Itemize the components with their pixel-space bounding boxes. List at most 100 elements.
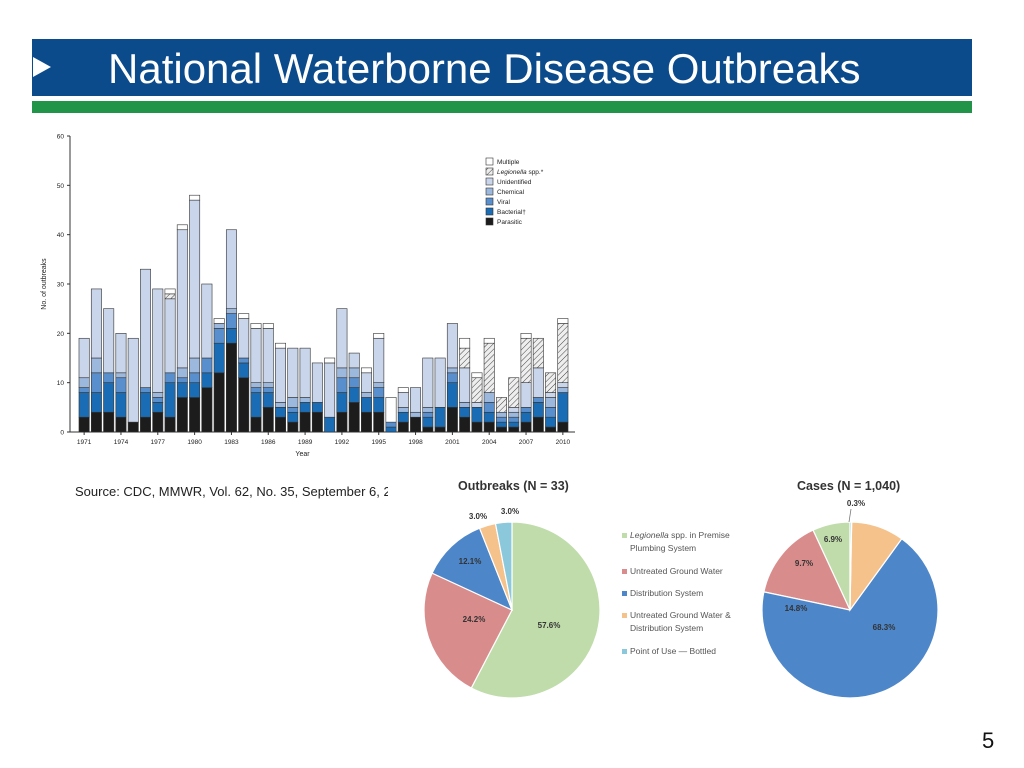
bar-segment-bacterial [545, 416, 557, 428]
x-tick-label: 1995 [372, 439, 387, 446]
cases-pie-value-label: 6.9% [824, 535, 842, 544]
bar-segment-parasitic [348, 402, 360, 433]
bar-segment-viral [422, 411, 434, 418]
bar-segment-parasitic [446, 407, 458, 433]
cases-pie-slice [849, 521, 853, 611]
pie-legend-swatch [622, 533, 627, 538]
bar-segment-bacterial [140, 392, 151, 418]
bar-segment-viral [545, 407, 557, 418]
bar-segment-chemical [90, 357, 102, 374]
legend-swatch [485, 167, 494, 176]
outbreaks-pie-slice [470, 521, 601, 699]
bar-segment-unidentified [520, 382, 532, 408]
bar-segment-multiple [385, 397, 397, 423]
bar-segment-parasitic [459, 416, 471, 433]
bar-segment-unidentified [225, 229, 237, 309]
cases-pie-value-label: 68.3% [873, 623, 896, 632]
bar-segment-bacterial [520, 411, 532, 423]
bar-segment-bacterial [483, 411, 495, 423]
bar-segment-legionella-spp [508, 377, 520, 408]
bar-segment-bacterial [336, 392, 348, 413]
bar-segment-chemical [213, 323, 225, 329]
cases-pie-slice [763, 529, 852, 611]
outbreaks-pie-value-label: 3.0% [469, 512, 487, 521]
bar-segment-viral [508, 416, 520, 423]
bar-segment-parasitic [397, 421, 409, 433]
bar-segment-bacterial [164, 382, 176, 418]
bar-segment-chemical [410, 411, 422, 418]
bar-segment-chemical [287, 397, 299, 408]
bar-segment-parasitic [361, 411, 372, 433]
bar-segment-viral [152, 397, 164, 403]
bar-segment-parasitic [78, 416, 90, 433]
bar-segment-parasitic [311, 411, 323, 433]
bar-segment-bacterial [225, 328, 237, 344]
bar-segment-unidentified [152, 288, 164, 393]
bar-segment-bacterial [348, 387, 360, 403]
bar-segment-unidentified [361, 372, 372, 393]
bar-segment-chemical [508, 411, 520, 418]
legend-label: Unidentified [497, 179, 532, 186]
bar-segment-bacterial [213, 342, 225, 374]
legend-label: Legionella spp.* [497, 169, 544, 176]
bar-segment-multiple [176, 224, 188, 231]
bar-segment-bacterial [373, 397, 385, 413]
bar-segment-parasitic [250, 416, 262, 433]
bar-segment-parasitic [176, 397, 188, 433]
y-tick-label: 20 [57, 331, 65, 338]
bar-segment-parasitic [103, 411, 115, 433]
bar-segment-chemical [176, 367, 188, 379]
source-pie-charts: Outbreaks (N = 33) 57.6% 24.2% 12.1% 3.0% 3.0… [423, 479, 939, 699]
pie-legend-label-line2: Distribution System [630, 623, 703, 633]
bar-segment-parasitic [238, 377, 250, 433]
bar-segment-unidentified [373, 337, 385, 383]
bar-segment-chemical [459, 402, 471, 408]
pie-legend-label: Point of Use — Bottled [630, 646, 716, 656]
cases-leader-line [848, 508, 852, 523]
bar-segment-parasitic [275, 416, 286, 433]
bar-segment-multiple [483, 337, 495, 344]
x-tick-label: 1980 [187, 439, 202, 446]
bar-segment-legionella-spp [545, 372, 557, 393]
bar-segment-parasitic [508, 426, 520, 433]
legend-swatch [485, 217, 494, 226]
bar-segment-bacterial [434, 407, 446, 428]
bar-segment-viral [287, 407, 299, 413]
bar-segment-bacterial [471, 407, 483, 423]
x-tick-label: 1989 [298, 439, 313, 446]
x-tick-label: 2007 [519, 439, 534, 446]
bar-segment-unidentified [471, 402, 483, 408]
bar-segment-viral [385, 421, 397, 428]
outbreaks-pie-value-label: 3.0% [501, 507, 519, 516]
bar-segment-chemical [115, 372, 127, 379]
title-rule [32, 101, 972, 113]
bar-segment-legionella-spp [483, 342, 495, 393]
bar-segment-unidentified [140, 268, 151, 388]
y-tick-label: 0 [60, 430, 64, 437]
outbreaks-pie-slice [431, 527, 514, 612]
bar-segment-multiple [361, 367, 372, 374]
legend-label: Chemical [497, 189, 525, 196]
page-number: 5 [982, 728, 995, 753]
bar-segment-parasitic [434, 426, 446, 433]
pie-legend-label: Untreated Ground Water [630, 566, 723, 576]
bar-segment-bacterial [532, 402, 544, 418]
y-tick-label: 40 [57, 232, 65, 239]
bar-segment-viral [446, 372, 458, 383]
bar-segment-chemical [483, 392, 495, 403]
bar-segment-multiple [238, 313, 250, 319]
bar-segment-bacterial [361, 397, 372, 413]
bar-segment-unidentified [127, 337, 139, 423]
bar-segment-parasitic [90, 411, 102, 433]
bar-segment-bacterial [299, 402, 311, 413]
bar-segment-unidentified [275, 347, 286, 403]
bar-segment-bacterial [275, 407, 286, 418]
pie-legend-label-line2: Plumbing System [630, 543, 696, 553]
bar-segment-chemical [545, 397, 557, 408]
bar-segment-legionella-spp [459, 347, 471, 369]
bar-segment-bacterial [397, 411, 409, 423]
bar-segment-unidentified [78, 337, 90, 379]
bar-segment-parasitic [299, 411, 311, 433]
bar-segment-viral [483, 402, 495, 413]
y-tick-label: 50 [57, 183, 65, 190]
